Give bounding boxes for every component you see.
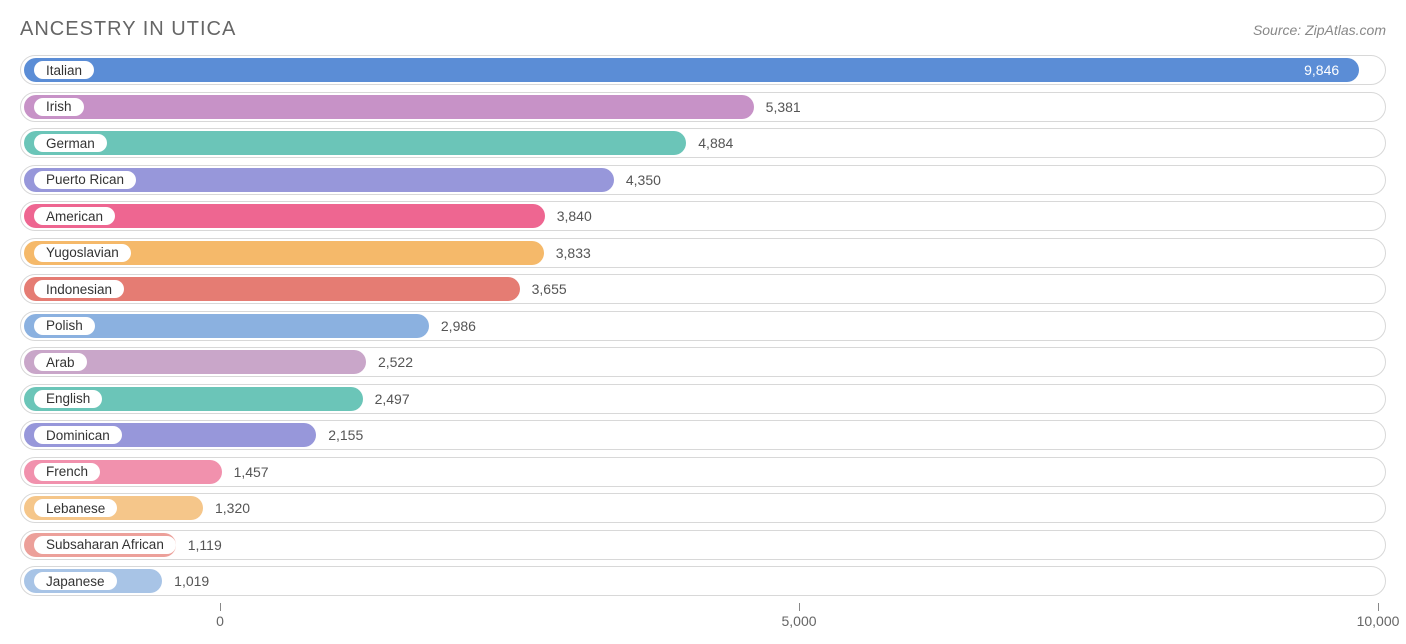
bar-category-label: Irish bbox=[34, 98, 84, 116]
chart-source: Source: ZipAtlas.com bbox=[1253, 22, 1386, 38]
bar-category-label: German bbox=[34, 134, 107, 152]
bar-value-label: 3,833 bbox=[544, 238, 591, 268]
bar-value-label: 3,655 bbox=[520, 274, 567, 304]
bar-value-label: 2,986 bbox=[429, 311, 476, 341]
bar-category-label: Arab bbox=[34, 353, 87, 371]
chart-area: Italian 9,846 Irish 5,381 German 4,884 Puerto … bbox=[20, 55, 1386, 633]
bar-value-label: 4,350 bbox=[614, 165, 661, 195]
bar-value-label: 1,119 bbox=[176, 530, 222, 560]
bar-row: English 2,497 bbox=[20, 384, 1386, 414]
bar-value-label: 9,846 bbox=[1304, 55, 1339, 85]
bar-category-label: Italian bbox=[34, 61, 94, 79]
bar-value-label: 3,840 bbox=[545, 201, 592, 231]
bar-category-label: American bbox=[34, 207, 115, 225]
bar-fill bbox=[24, 58, 1359, 82]
bar-track bbox=[20, 566, 1386, 596]
bar-category-label: Polish bbox=[34, 317, 95, 335]
bar-row: Irish 5,381 bbox=[20, 92, 1386, 122]
bar-value-label: 1,019 bbox=[162, 566, 209, 596]
bar-row: Arab 2,522 bbox=[20, 347, 1386, 377]
bar-row: Polish 2,986 bbox=[20, 311, 1386, 341]
bar-category-label: English bbox=[34, 390, 102, 408]
bar-category-label: Indonesian bbox=[34, 280, 124, 298]
bar-category-label: Dominican bbox=[34, 426, 122, 444]
bar-value-label: 2,155 bbox=[316, 420, 363, 450]
bar-category-label: Yugoslavian bbox=[34, 244, 131, 262]
axis-tick-label: 10,000 bbox=[1357, 613, 1400, 629]
axis-tick bbox=[220, 603, 221, 611]
bar-category-label: French bbox=[34, 463, 100, 481]
axis-tick bbox=[799, 603, 800, 611]
bar-row: Indonesian 3,655 bbox=[20, 274, 1386, 304]
bar-row: Japanese 1,019 bbox=[20, 566, 1386, 596]
bar-fill bbox=[24, 131, 686, 155]
bar-value-label: 2,497 bbox=[363, 384, 410, 414]
chart-header: ANCESTRY IN UTICA Source: ZipAtlas.com bbox=[20, 18, 1386, 41]
bar-value-label: 5,381 bbox=[754, 92, 801, 122]
axis-tick bbox=[1378, 603, 1379, 611]
axis-tick-label: 5,000 bbox=[781, 613, 816, 629]
bar-row: Subsaharan African1,119 bbox=[20, 530, 1386, 560]
bar-category-label: Subsaharan African bbox=[34, 536, 176, 554]
bar-row: German 4,884 bbox=[20, 128, 1386, 158]
chart-title: ANCESTRY IN UTICA bbox=[20, 18, 236, 41]
x-axis: 05,00010,000 bbox=[20, 603, 1386, 633]
bar-row: American 3,840 bbox=[20, 201, 1386, 231]
bar-row: Yugoslavian 3,833 bbox=[20, 238, 1386, 268]
bar-value-label: 2,522 bbox=[366, 347, 413, 377]
bar-row: French 1,457 bbox=[20, 457, 1386, 487]
bar-value-label: 1,457 bbox=[222, 457, 269, 487]
bar-fill bbox=[24, 95, 754, 119]
bar-row: Puerto Rican 4,350 bbox=[20, 165, 1386, 195]
bar-value-label: 1,320 bbox=[203, 493, 250, 523]
bar-track bbox=[20, 530, 1386, 560]
axis-tick-label: 0 bbox=[216, 613, 224, 629]
bar-category-label: Puerto Rican bbox=[34, 171, 136, 189]
bar-category-label: Japanese bbox=[34, 572, 117, 590]
bar-value-label: 4,884 bbox=[686, 128, 733, 158]
bar-row: Italian 9,846 bbox=[20, 55, 1386, 85]
bar-row: Dominican 2,155 bbox=[20, 420, 1386, 450]
bar-category-label: Lebanese bbox=[34, 499, 117, 517]
bar-row: Lebanese 1,320 bbox=[20, 493, 1386, 523]
